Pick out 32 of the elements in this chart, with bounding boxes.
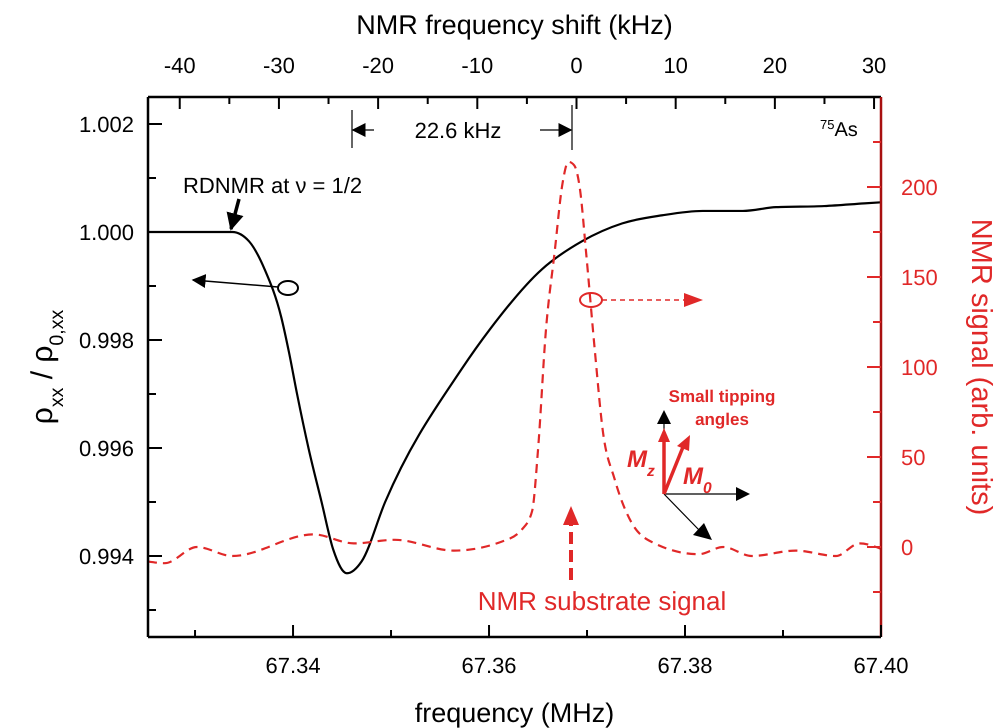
x2-tick-label: -20 — [362, 53, 394, 78]
annotation: NMR substrate signal — [478, 586, 726, 616]
x2-tick-label: 10 — [663, 53, 688, 78]
y2-tick-label: 100 — [901, 355, 938, 380]
x2-tick-label: -30 — [263, 53, 295, 78]
annotation: M$_{z}$ — [627, 446, 655, 480]
y-tick-label: 0.998 — [78, 328, 134, 353]
y2-tick-label: 0 — [901, 535, 914, 560]
x2-tick-label: -40 — [164, 53, 196, 78]
annotation: $^{75}$As — [820, 116, 858, 141]
x-tick-label: 67.38 — [657, 653, 713, 678]
x2-tick-label: 30 — [862, 53, 886, 78]
y-tick-label: 1.000 — [78, 220, 134, 245]
y2-tick-label: 150 — [901, 265, 938, 290]
x2-axis-title: NMR frequency shift (kHz) — [356, 10, 673, 40]
annotation: 22.6 kHz — [414, 118, 502, 143]
x-tick-label: 67.40 — [853, 653, 909, 678]
x-tick-label: 67.34 — [266, 653, 321, 678]
y2-axis-title: NMR signal (arb. units) — [965, 218, 997, 516]
y-tick-label: 0.994 — [78, 544, 134, 569]
y2-tick-label: 50 — [901, 445, 926, 470]
x2-tick-label: -10 — [461, 53, 494, 78]
x-axis-title: frequency (MHz) — [414, 698, 614, 728]
annotation: RDNMR at ν = 1/2 — [183, 173, 362, 198]
y-tick-label: 1.002 — [78, 112, 134, 137]
x2-tick-label: 0 — [570, 53, 583, 78]
x2-tick-label: 20 — [762, 53, 788, 78]
y2-tick-label: 200 — [901, 175, 938, 200]
y-tick-label: 0.996 — [78, 436, 134, 461]
x-tick-label: 67.36 — [461, 653, 517, 678]
annotation: M$_{0}$ — [683, 463, 712, 496]
annotation: Small tipping angles — [668, 387, 776, 429]
